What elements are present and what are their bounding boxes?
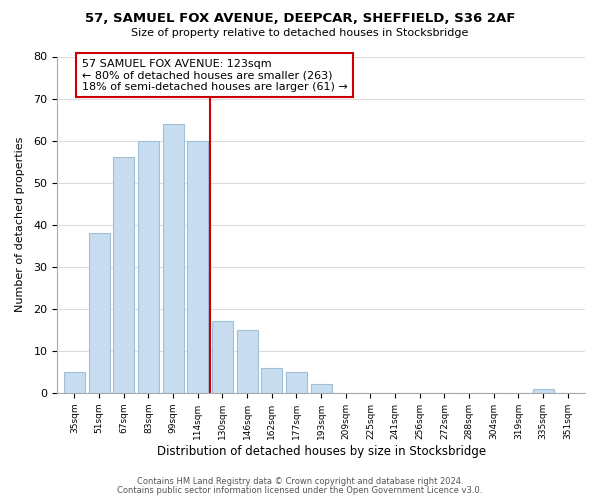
Bar <box>187 140 208 393</box>
Text: 57, SAMUEL FOX AVENUE, DEEPCAR, SHEFFIELD, S36 2AF: 57, SAMUEL FOX AVENUE, DEEPCAR, SHEFFIEL… <box>85 12 515 26</box>
Bar <box>311 384 332 393</box>
Text: Contains HM Land Registry data © Crown copyright and database right 2024.: Contains HM Land Registry data © Crown c… <box>137 477 463 486</box>
Bar <box>212 322 233 393</box>
Bar <box>286 372 307 393</box>
Bar <box>236 330 257 393</box>
Y-axis label: Number of detached properties: Number of detached properties <box>15 137 25 312</box>
Bar <box>261 368 282 393</box>
Text: Size of property relative to detached houses in Stocksbridge: Size of property relative to detached ho… <box>131 28 469 38</box>
Bar <box>138 140 159 393</box>
Bar <box>533 388 554 393</box>
X-axis label: Distribution of detached houses by size in Stocksbridge: Distribution of detached houses by size … <box>157 444 485 458</box>
Bar <box>64 372 85 393</box>
Text: Contains public sector information licensed under the Open Government Licence v3: Contains public sector information licen… <box>118 486 482 495</box>
Bar <box>89 233 110 393</box>
Text: 57 SAMUEL FOX AVENUE: 123sqm
← 80% of detached houses are smaller (263)
18% of s: 57 SAMUEL FOX AVENUE: 123sqm ← 80% of de… <box>82 58 347 92</box>
Bar <box>163 124 184 393</box>
Bar <box>113 158 134 393</box>
